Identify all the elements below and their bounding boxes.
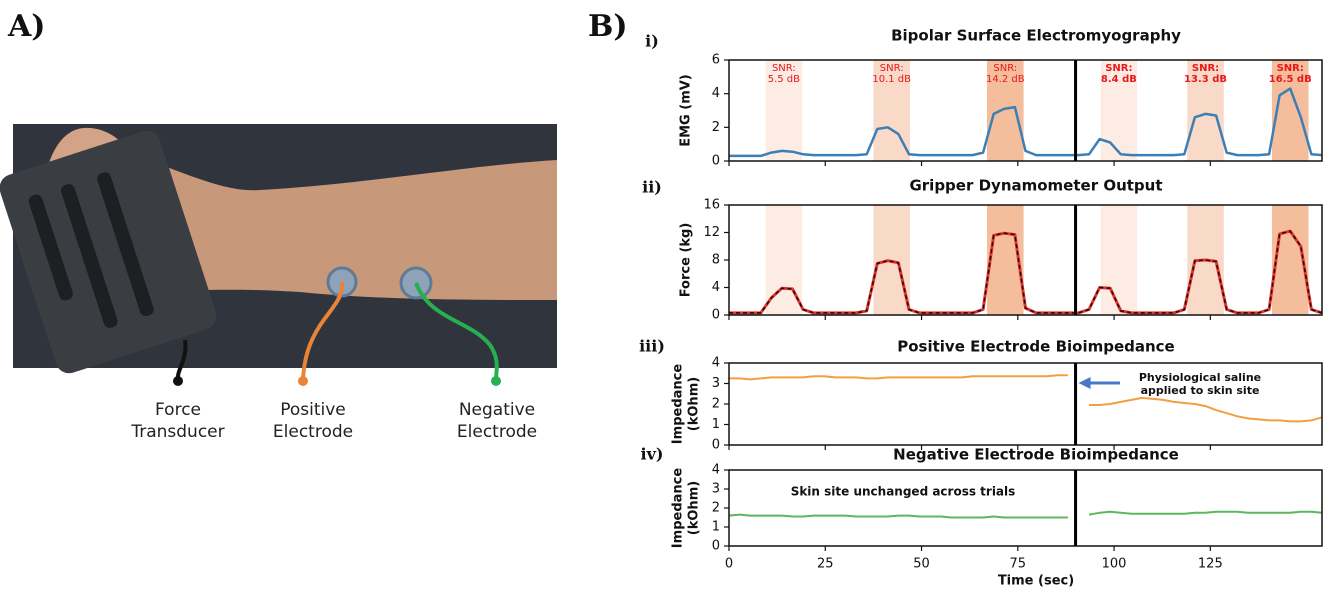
snr-label: 8.4 dB — [1101, 74, 1137, 85]
y-axis-label: Impedance — [671, 364, 686, 445]
snr-label: SNR: — [1277, 63, 1304, 74]
photo — [0, 124, 557, 386]
y-tick-label: 2 — [712, 501, 720, 516]
snr-label: SNR: — [880, 63, 904, 74]
y-axis-label: (kOhm) — [687, 377, 702, 431]
y-tick-label: 6 — [712, 53, 720, 68]
y-axis-label: Force (kg) — [679, 223, 694, 298]
x-tick-label: 0 — [725, 557, 733, 572]
y-axis-label: EMG (mV) — [679, 74, 694, 147]
y-tick-label: 0 — [712, 438, 720, 453]
snr-label: 14.2 dB — [986, 74, 1025, 85]
y-tick-label: 2 — [712, 120, 720, 135]
y-axis-label: Impedance — [671, 468, 686, 549]
y-tick-label: 3 — [712, 376, 720, 391]
callout-label: Force — [155, 400, 201, 420]
panel-label: ii) — [642, 178, 662, 197]
figure: A) B) ForceTransducerPositiveElectrodeNe… — [0, 0, 1330, 593]
data-line — [729, 512, 1322, 518]
y-tick-label: 16 — [703, 198, 720, 213]
callout-label: Positive — [280, 400, 346, 420]
x-tick-label: 75 — [1010, 557, 1027, 572]
annotation: applied to skin site — [1141, 384, 1260, 397]
callout-label: Electrode — [457, 422, 537, 442]
panel-label: B) — [588, 9, 628, 44]
shaded-region — [1101, 205, 1138, 315]
y-tick-label: 0 — [712, 539, 720, 554]
arrow-head — [1079, 377, 1091, 389]
y-tick-label: 4 — [712, 86, 720, 101]
y-tick-label: 4 — [712, 356, 720, 371]
y-axis-label: (kOhm) — [687, 481, 702, 535]
y-tick-label: 4 — [712, 280, 720, 295]
x-tick-label: 125 — [1198, 557, 1223, 572]
x-tick-label: 100 — [1102, 557, 1127, 572]
y-tick-label: 0 — [712, 154, 720, 169]
snr-label: SNR: — [993, 63, 1017, 74]
callout-label: Electrode — [273, 422, 353, 442]
snr-label: 13.3 dB — [1184, 74, 1227, 85]
x-axis-label: Time (sec) — [998, 574, 1074, 589]
y-tick-label: 8 — [712, 253, 720, 268]
snr-label: 16.5 dB — [1269, 74, 1312, 85]
y-tick-label: 2 — [712, 397, 720, 412]
chart-title: Gripper Dynamometer Output — [909, 177, 1162, 195]
y-tick-label: 12 — [703, 225, 720, 240]
x-tick-label: 50 — [913, 557, 930, 572]
chart-title: Positive Electrode Bioimpedance — [897, 338, 1174, 356]
data-line — [729, 231, 1322, 313]
y-tick-label: 4 — [712, 463, 720, 478]
plot-frame — [729, 470, 1322, 546]
callout-label: Negative — [459, 400, 535, 420]
snr-label: 10.1 dB — [872, 74, 911, 85]
snr-label: SNR: — [1105, 63, 1132, 74]
y-tick-label: 1 — [712, 417, 720, 432]
chart-title: Negative Electrode Bioimpedance — [893, 446, 1179, 464]
callout-label: Transducer — [130, 422, 224, 442]
y-tick-label: 3 — [712, 482, 720, 497]
chart-title: Bipolar Surface Electromyography — [891, 27, 1181, 45]
data-line — [729, 89, 1322, 156]
y-tick-label: 1 — [712, 520, 720, 535]
y-tick-label: 0 — [712, 308, 720, 323]
snr-label: SNR: — [772, 63, 796, 74]
snr-label: 5.5 dB — [768, 74, 800, 85]
x-tick-label: 25 — [817, 557, 834, 572]
annotation: Skin site unchanged across trials — [791, 485, 1016, 499]
panel-label: A) — [7, 9, 45, 44]
snr-label: SNR: — [1192, 63, 1219, 74]
panel-label: iii) — [639, 337, 665, 356]
panel-label: i) — [645, 32, 659, 51]
panel-label: iv) — [641, 445, 664, 464]
annotation: Physiological saline — [1139, 371, 1261, 384]
